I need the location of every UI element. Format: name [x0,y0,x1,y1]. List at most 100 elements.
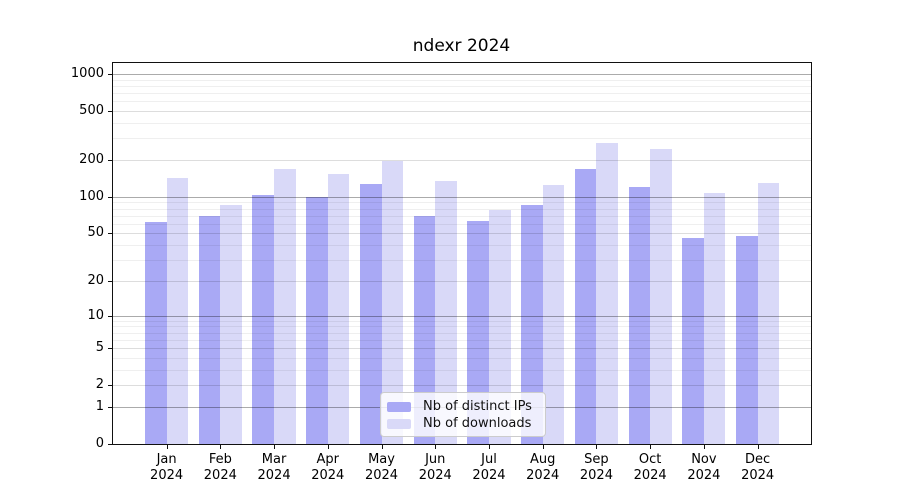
bar-ips-feb [198,216,221,444]
legend: Nb of distinct IPs Nb of downloads [380,392,546,437]
x-tick-label-jun: Jun 2024 [403,452,467,483]
x-tick-label-sep: Sep 2024 [564,452,628,483]
y-tick-mark-50 [108,233,112,235]
y-tick-label-200: 200 [79,152,104,168]
gridline-1000 [112,74,811,76]
x-tick-year: 2024 [633,467,667,483]
bar-downloads-sep [596,142,619,444]
spine-top [112,62,811,63]
y-tick-mark-2 [108,385,112,387]
bar-downloads-apr [327,173,350,444]
bar-ips-oct [628,186,651,444]
x-tick-year: 2024 [364,467,399,483]
bar-ips-mar [252,194,275,444]
gridline-minor [112,223,811,225]
spine-bottom [112,444,811,445]
x-tick-month: May [368,452,395,467]
gridline-500 [112,111,811,113]
x-tick-label-jul: Jul 2024 [457,452,521,483]
gridline-minor [112,208,811,210]
legend-label: Nb of downloads [423,416,532,431]
y-tick-label-50: 50 [87,225,104,241]
x-tick-mark-mar [274,445,276,449]
bar-ips-jun [413,215,436,444]
x-tick-year: 2024 [579,467,613,483]
bar-downloads-may [381,161,404,444]
x-tick-year: 2024 [472,467,506,483]
bar-downloads-aug [542,185,565,444]
y-tick-mark-200 [108,160,112,162]
x-tick-year: 2024 [257,467,291,483]
x-tick-month: Oct [638,452,662,467]
y-tick-label-100: 100 [79,188,104,204]
x-tick-year: 2024 [418,467,452,483]
x-tick-label-nov: Nov 2024 [672,452,736,483]
y-tick-mark-0 [108,444,112,445]
plot-area: Nb of distinct IPs Nb of downloads [112,62,811,444]
gridline-minor [112,123,811,125]
gridline-minor [112,369,811,371]
y-tick-label-500: 500 [79,103,104,119]
x-tick-month: Jul [481,452,497,467]
bar-ips-aug [521,204,543,444]
gridline-minor [112,357,811,359]
bar-downloads-jan [166,177,189,444]
x-tick-mark-sep [596,445,598,449]
y-tick-mark-500 [108,111,112,113]
x-tick-mark-feb [220,445,222,449]
y-tick-label-10: 10 [87,307,104,323]
y-tick-mark-20 [108,280,112,282]
bar-ips-may [359,184,382,444]
x-tick-label-mar: Mar 2024 [242,452,306,483]
x-tick-month: Apr [316,452,340,467]
x-tick-month: Jan [156,452,177,467]
x-tick-month: Aug [530,452,556,467]
x-tick-label-oct: Oct 2024 [618,452,682,483]
gridline-minor [112,93,811,95]
bar-ips-nov [682,237,704,444]
x-tick-label-aug: Aug 2024 [511,452,575,483]
x-tick-mark-jul [488,445,490,449]
gridline-minor [112,260,811,262]
spine-left [112,62,113,444]
gridline-minor [112,339,811,341]
x-tick-mark-jan [166,445,168,449]
bar-ips-jul [467,221,489,444]
y-tick-label-20: 20 [87,272,104,288]
gridline-minor [112,332,811,334]
y-tick-label-1000: 1000 [70,66,104,82]
gridline-2 [112,385,811,387]
gridline-50 [112,233,811,235]
gridline-minor [112,215,811,217]
y-tick-mark-10 [108,315,112,317]
x-tick-month: Nov [691,452,717,467]
x-tick-mark-apr [327,445,329,449]
gridline-minor [112,320,811,322]
x-tick-label-may: May 2024 [350,452,414,483]
gridline-minor [112,138,811,140]
gridline-minor [112,326,811,328]
legend-label: Nb of distinct IPs [423,399,532,414]
y-tick-mark-1 [108,406,112,408]
legend-swatch-ips [387,401,411,412]
gridline-minor [112,101,811,103]
y-tick-label-5: 5 [95,340,104,356]
x-tick-mark-nov [703,445,705,449]
x-tick-mark-oct [650,445,652,449]
gridline-10 [112,315,811,317]
x-tick-year: 2024 [203,467,237,483]
bar-downloads-jun [435,180,457,444]
x-tick-month: Sep [584,452,609,467]
x-tick-year: 2024 [150,467,184,483]
y-tick-mark-100 [108,196,112,198]
gridline-5 [112,348,811,350]
gridline-minor [112,245,811,247]
x-tick-label-jan: Jan 2024 [135,452,199,483]
x-tick-month: Dec [745,452,771,467]
spine-right [811,62,812,445]
gridline-200 [112,160,811,162]
y-tick-label-1: 1 [95,398,104,414]
x-tick-label-feb: Feb 2024 [188,452,252,483]
x-tick-mark-aug [542,445,544,449]
gridline-minor [112,202,811,204]
